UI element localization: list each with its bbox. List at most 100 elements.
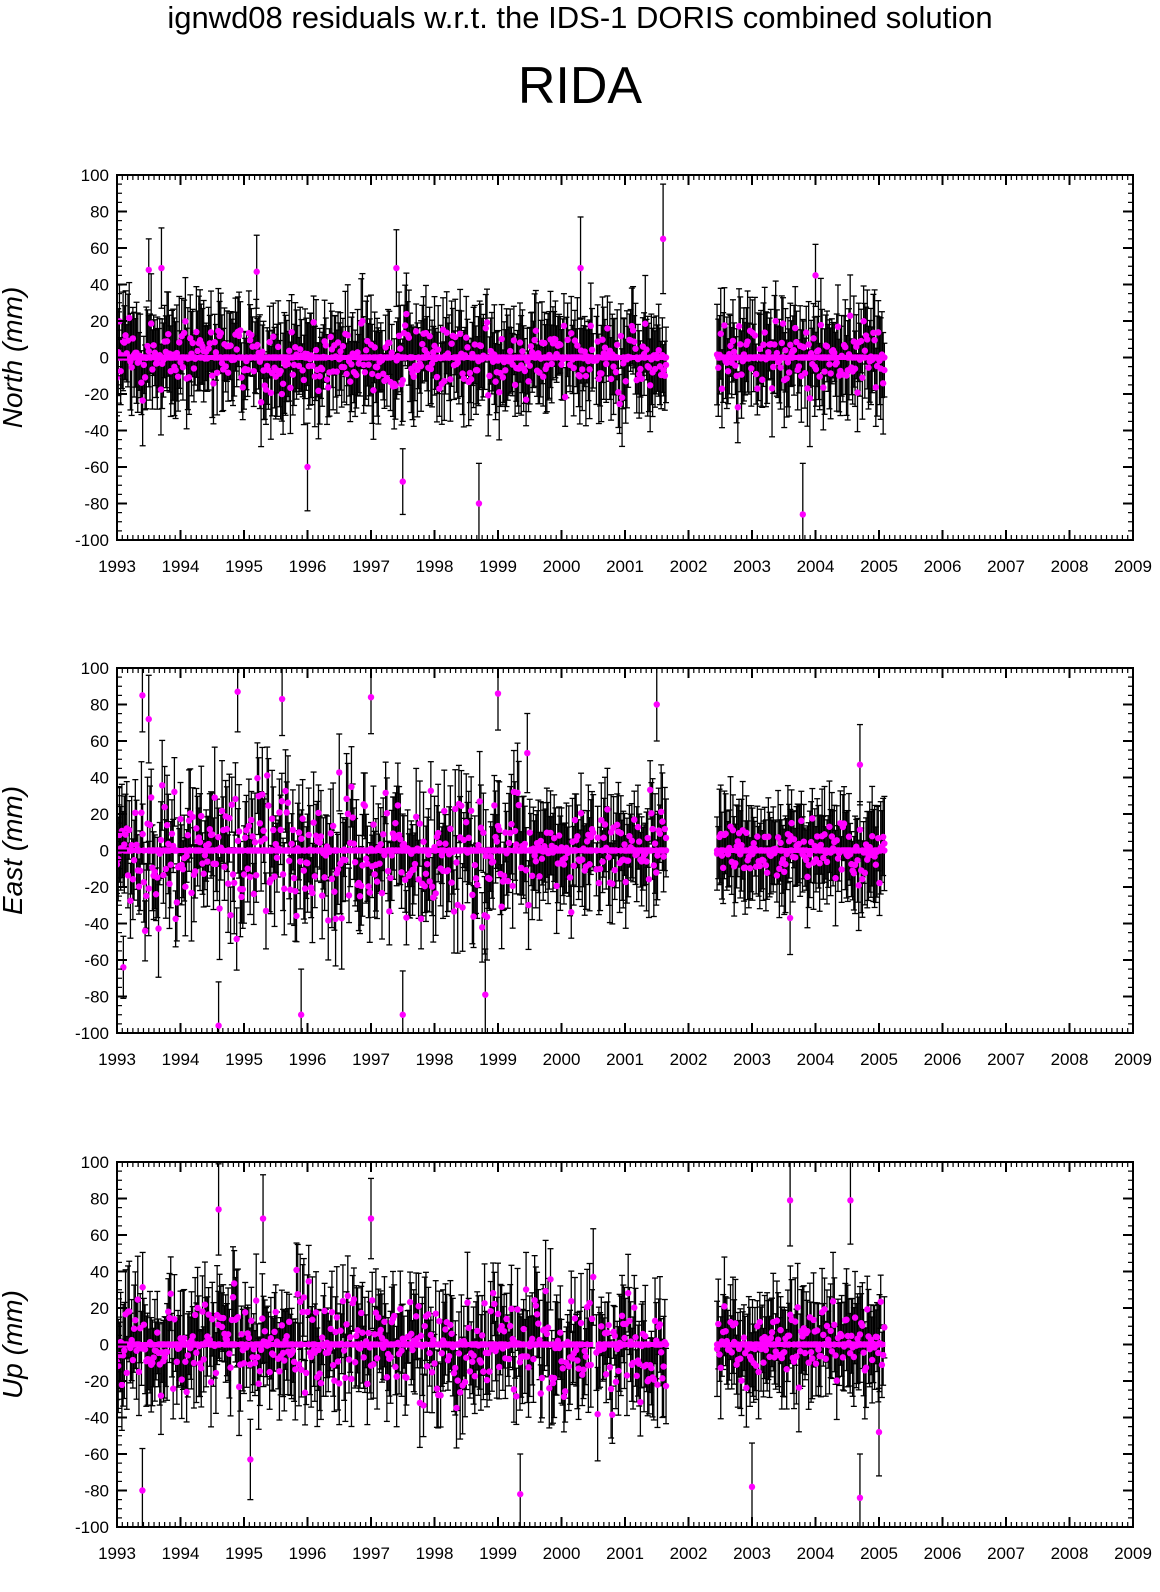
data-point — [715, 365, 721, 371]
data-point — [345, 332, 351, 338]
data-point — [660, 236, 666, 242]
data-point — [612, 353, 618, 359]
data-point — [225, 880, 231, 886]
data-point — [852, 366, 858, 372]
data-point — [511, 337, 517, 343]
data-point — [131, 857, 137, 863]
data-point — [155, 925, 161, 931]
data-point — [269, 815, 275, 821]
data-point — [172, 367, 178, 373]
data-point — [630, 327, 636, 333]
data-point — [786, 369, 792, 375]
data-point — [415, 355, 421, 361]
data-point — [192, 356, 198, 362]
data-point — [284, 809, 290, 815]
data-point — [842, 344, 848, 350]
data-point — [293, 913, 299, 919]
data-point — [320, 354, 326, 360]
data-point — [211, 794, 217, 800]
data-point — [242, 834, 248, 840]
data-point — [371, 344, 377, 350]
data-point — [571, 365, 577, 371]
data-point — [313, 347, 319, 353]
data-point — [133, 842, 139, 848]
data-point — [148, 320, 154, 326]
data-point — [154, 874, 160, 880]
data-point — [418, 363, 424, 369]
y-tick-label: -60 — [84, 458, 109, 477]
data-point — [149, 366, 155, 372]
x-tick-label: 1995 — [225, 557, 263, 576]
data-point — [721, 322, 727, 328]
data-point — [249, 833, 255, 839]
data-point — [247, 874, 253, 880]
data-point — [343, 371, 349, 377]
data-point — [635, 356, 641, 362]
data-point — [310, 319, 316, 325]
data-point — [393, 265, 399, 271]
data-point — [193, 825, 199, 831]
data-point — [402, 322, 408, 328]
data-point — [865, 364, 871, 370]
data-point — [522, 368, 528, 374]
data-point — [285, 800, 291, 806]
data-point — [752, 332, 758, 338]
data-point — [491, 351, 497, 357]
data-point — [257, 358, 263, 364]
data-point — [598, 370, 604, 376]
data-point — [308, 352, 314, 358]
data-point — [214, 370, 220, 376]
data-point — [858, 338, 864, 344]
data-point — [185, 832, 191, 838]
data-point — [208, 329, 214, 335]
data-point — [297, 346, 303, 352]
data-point — [210, 380, 216, 386]
x-tick-label: 2006 — [924, 557, 962, 576]
data-point — [160, 357, 166, 363]
data-point — [181, 330, 187, 336]
x-tick-label: 1997 — [352, 557, 390, 576]
data-point — [659, 352, 665, 358]
data-point — [732, 362, 738, 368]
data-point — [859, 374, 865, 380]
data-point — [835, 324, 841, 330]
data-point — [507, 348, 513, 354]
data-point — [197, 839, 203, 845]
data-point — [246, 823, 252, 829]
data-point — [615, 389, 621, 395]
data-point — [137, 868, 143, 874]
data-point — [871, 337, 877, 343]
data-point — [485, 392, 491, 398]
data-point — [198, 813, 204, 819]
data-point — [527, 363, 533, 369]
data-point — [172, 916, 178, 922]
data-point — [275, 845, 281, 851]
y-axis-label: North (mm) — [0, 287, 28, 429]
data-point — [359, 318, 365, 324]
data-point — [233, 346, 239, 352]
data-point — [803, 329, 809, 335]
data-point — [386, 340, 392, 346]
data-point — [589, 347, 595, 353]
data-point — [827, 370, 833, 376]
data-point — [619, 394, 625, 400]
data-point — [274, 854, 280, 860]
y-tick-label: 60 — [90, 239, 109, 258]
data-point — [604, 325, 610, 331]
data-point — [623, 378, 629, 384]
data-point — [180, 364, 186, 370]
data-point — [638, 376, 644, 382]
data-point — [231, 880, 237, 886]
data-point — [463, 334, 469, 340]
data-point — [730, 338, 736, 344]
data-point — [777, 364, 783, 370]
data-point — [270, 827, 276, 833]
data-point — [252, 839, 258, 845]
data-point — [869, 357, 875, 363]
data-point — [610, 363, 616, 369]
data-point — [819, 354, 825, 360]
data-point — [163, 866, 169, 872]
data-point — [468, 376, 474, 382]
x-tick-label: 2008 — [1051, 557, 1089, 576]
data-point — [517, 339, 523, 345]
